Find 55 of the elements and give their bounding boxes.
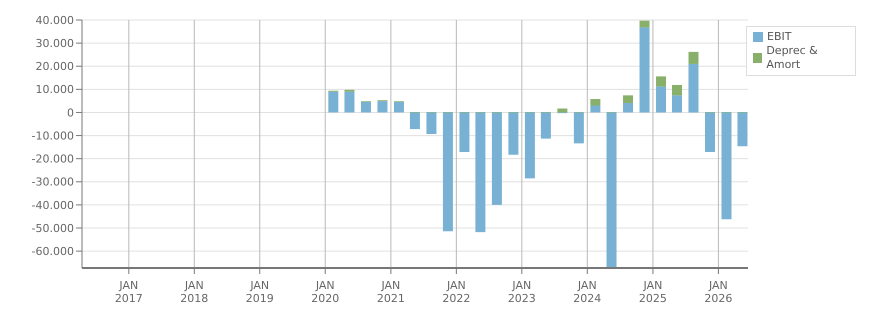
bar (656, 86, 666, 112)
bar (524, 112, 535, 178)
bar (688, 52, 698, 64)
bar (377, 101, 388, 112)
y-tick-label: -10.000 (32, 129, 74, 142)
x-tick-label: JAN 2018 (180, 279, 208, 305)
bar (688, 64, 698, 112)
x-tick-label: JAN 2021 (376, 279, 405, 305)
bar (344, 92, 354, 112)
x-tick-label: JAN 2023 (508, 279, 536, 305)
bar (557, 108, 568, 112)
bar (442, 112, 453, 232)
y-tick-label: -60.000 (32, 245, 74, 258)
legend-label: Deprec & Amort (765, 44, 819, 72)
bar (606, 112, 617, 268)
bar (704, 112, 715, 152)
x-tick-label: JAN 2025 (638, 279, 667, 305)
bar (328, 92, 338, 112)
bar (426, 112, 436, 134)
x-tick-label: JAN 2022 (442, 279, 470, 305)
y-tick-label: 20.000 (36, 60, 74, 74)
bar (640, 20, 650, 28)
bar (640, 27, 650, 112)
x-tick-label: JAN 2020 (311, 279, 340, 305)
y-tick-label: 30.000 (36, 37, 74, 50)
bar (623, 95, 634, 103)
y-tick-label: -40.000 (32, 198, 74, 212)
bar (590, 99, 600, 106)
y-tick-label: -50.000 (32, 222, 74, 235)
bar (459, 112, 470, 152)
bar (492, 112, 502, 205)
y-tick-label: 40.000 (36, 14, 74, 27)
bar (540, 112, 551, 139)
bar (672, 95, 682, 112)
x-tick-label: JAN 2019 (246, 279, 274, 305)
x-tick-label: JAN 2017 (114, 279, 143, 305)
bar (508, 112, 518, 155)
bar (672, 84, 682, 96)
bar (737, 112, 748, 146)
y-tick-label: 10.000 (36, 83, 74, 96)
bar (394, 102, 404, 112)
bar (360, 102, 371, 112)
bar (574, 112, 584, 144)
y-tick-label: 0 (67, 106, 74, 120)
x-tick-label: JAN 2024 (573, 279, 602, 305)
legend-label: EBIT (766, 30, 792, 44)
y-tick-label: -20.000 (32, 152, 74, 166)
y-tick-label: -30.000 (32, 176, 74, 189)
bar (721, 112, 732, 220)
bar (410, 112, 420, 130)
bar (623, 102, 634, 112)
bar (656, 76, 666, 87)
x-tick-label: JAN 2026 (704, 279, 732, 305)
bar (590, 106, 600, 112)
bar (475, 112, 486, 232)
